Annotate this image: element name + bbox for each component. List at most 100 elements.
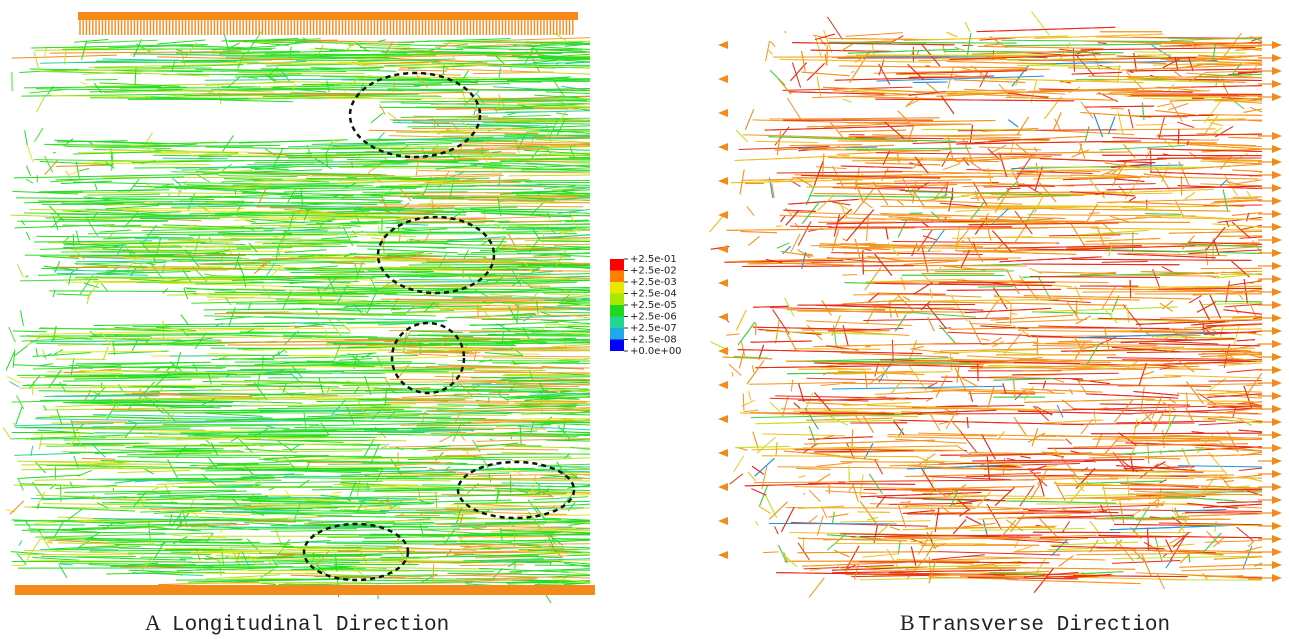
fiber [568,502,575,511]
fiber [1024,399,1155,402]
fiber [510,68,512,71]
fiber [741,231,777,232]
fiber [332,492,342,493]
fiber [1116,159,1167,161]
fiber [1224,310,1262,314]
fiber [1083,291,1262,292]
fiber [828,514,848,517]
fiber [1122,449,1206,454]
fiber [378,40,386,42]
fiber [916,176,1072,177]
fiber [1032,312,1112,314]
fiber [402,394,481,398]
fiber [502,483,590,484]
fiber [377,356,462,359]
fiber [73,182,174,184]
fiber [1035,559,1046,575]
fiber [1001,393,1035,394]
fiber [1145,458,1180,459]
fiber [837,457,879,461]
fiber [955,368,965,390]
fiber [554,246,590,247]
fiber [978,46,1103,48]
fiber [763,552,778,553]
fiber [547,431,590,432]
fiber [62,180,63,183]
fiber [927,83,938,92]
fiber [814,393,830,411]
fiber [215,317,252,320]
fiber [1055,482,1065,501]
fiber [1199,421,1262,425]
fiber [928,383,937,388]
fiber [755,521,758,525]
fiber [163,289,168,294]
fiber [947,62,1056,64]
fiber [811,50,892,51]
fiber [552,538,590,539]
fiber [799,476,806,478]
fiber [1201,486,1215,487]
fiber [749,391,751,401]
fiber [791,522,928,526]
fiber [814,193,913,194]
fiber [1130,72,1134,73]
fiber [163,321,164,339]
fiber [270,208,334,209]
fiber [467,452,468,454]
fiber [458,215,590,219]
fiber [736,130,747,141]
fiber [56,165,112,166]
fiber [1010,314,1017,315]
fiber [875,390,973,395]
fiber [1239,430,1262,432]
fiber [248,434,413,435]
fiber [923,196,969,200]
fiber [817,77,821,97]
fiber [27,540,40,560]
fiber [157,40,205,44]
fiber [1022,264,1179,265]
fiber [204,274,213,276]
fiber [38,430,94,433]
fiber [791,380,792,392]
fiber [1168,103,1188,109]
fiber [518,426,590,430]
fiber [1066,439,1072,445]
fiber [342,199,403,201]
fiber [87,194,160,195]
fiber [729,364,741,375]
fiber [14,346,27,356]
fiber [76,261,230,262]
fiber [832,512,834,525]
fiber [546,440,590,441]
fiber [952,296,967,321]
fiber [742,266,913,267]
fiber [1237,180,1262,184]
fiber [37,236,193,238]
fiber [371,238,382,239]
fiber [867,256,906,261]
fiber [1068,68,1120,69]
fiber [875,99,1074,101]
fiber [34,241,152,242]
fiber [935,271,1014,272]
fiber [205,413,263,416]
fiber [1116,421,1215,423]
fiber [523,327,529,339]
fiber [802,72,850,76]
fiber [58,564,72,565]
fiber [486,141,490,142]
fiber [809,578,824,598]
fiber [863,416,873,433]
fiber [777,131,780,155]
fiber [1070,389,1073,394]
fiber [792,63,800,88]
fiber [1157,573,1165,589]
fiber [755,141,818,142]
fiber [839,66,1027,68]
fiber [59,565,66,578]
fiber [1227,369,1262,372]
fiber [238,72,365,73]
fiber [1062,521,1070,533]
